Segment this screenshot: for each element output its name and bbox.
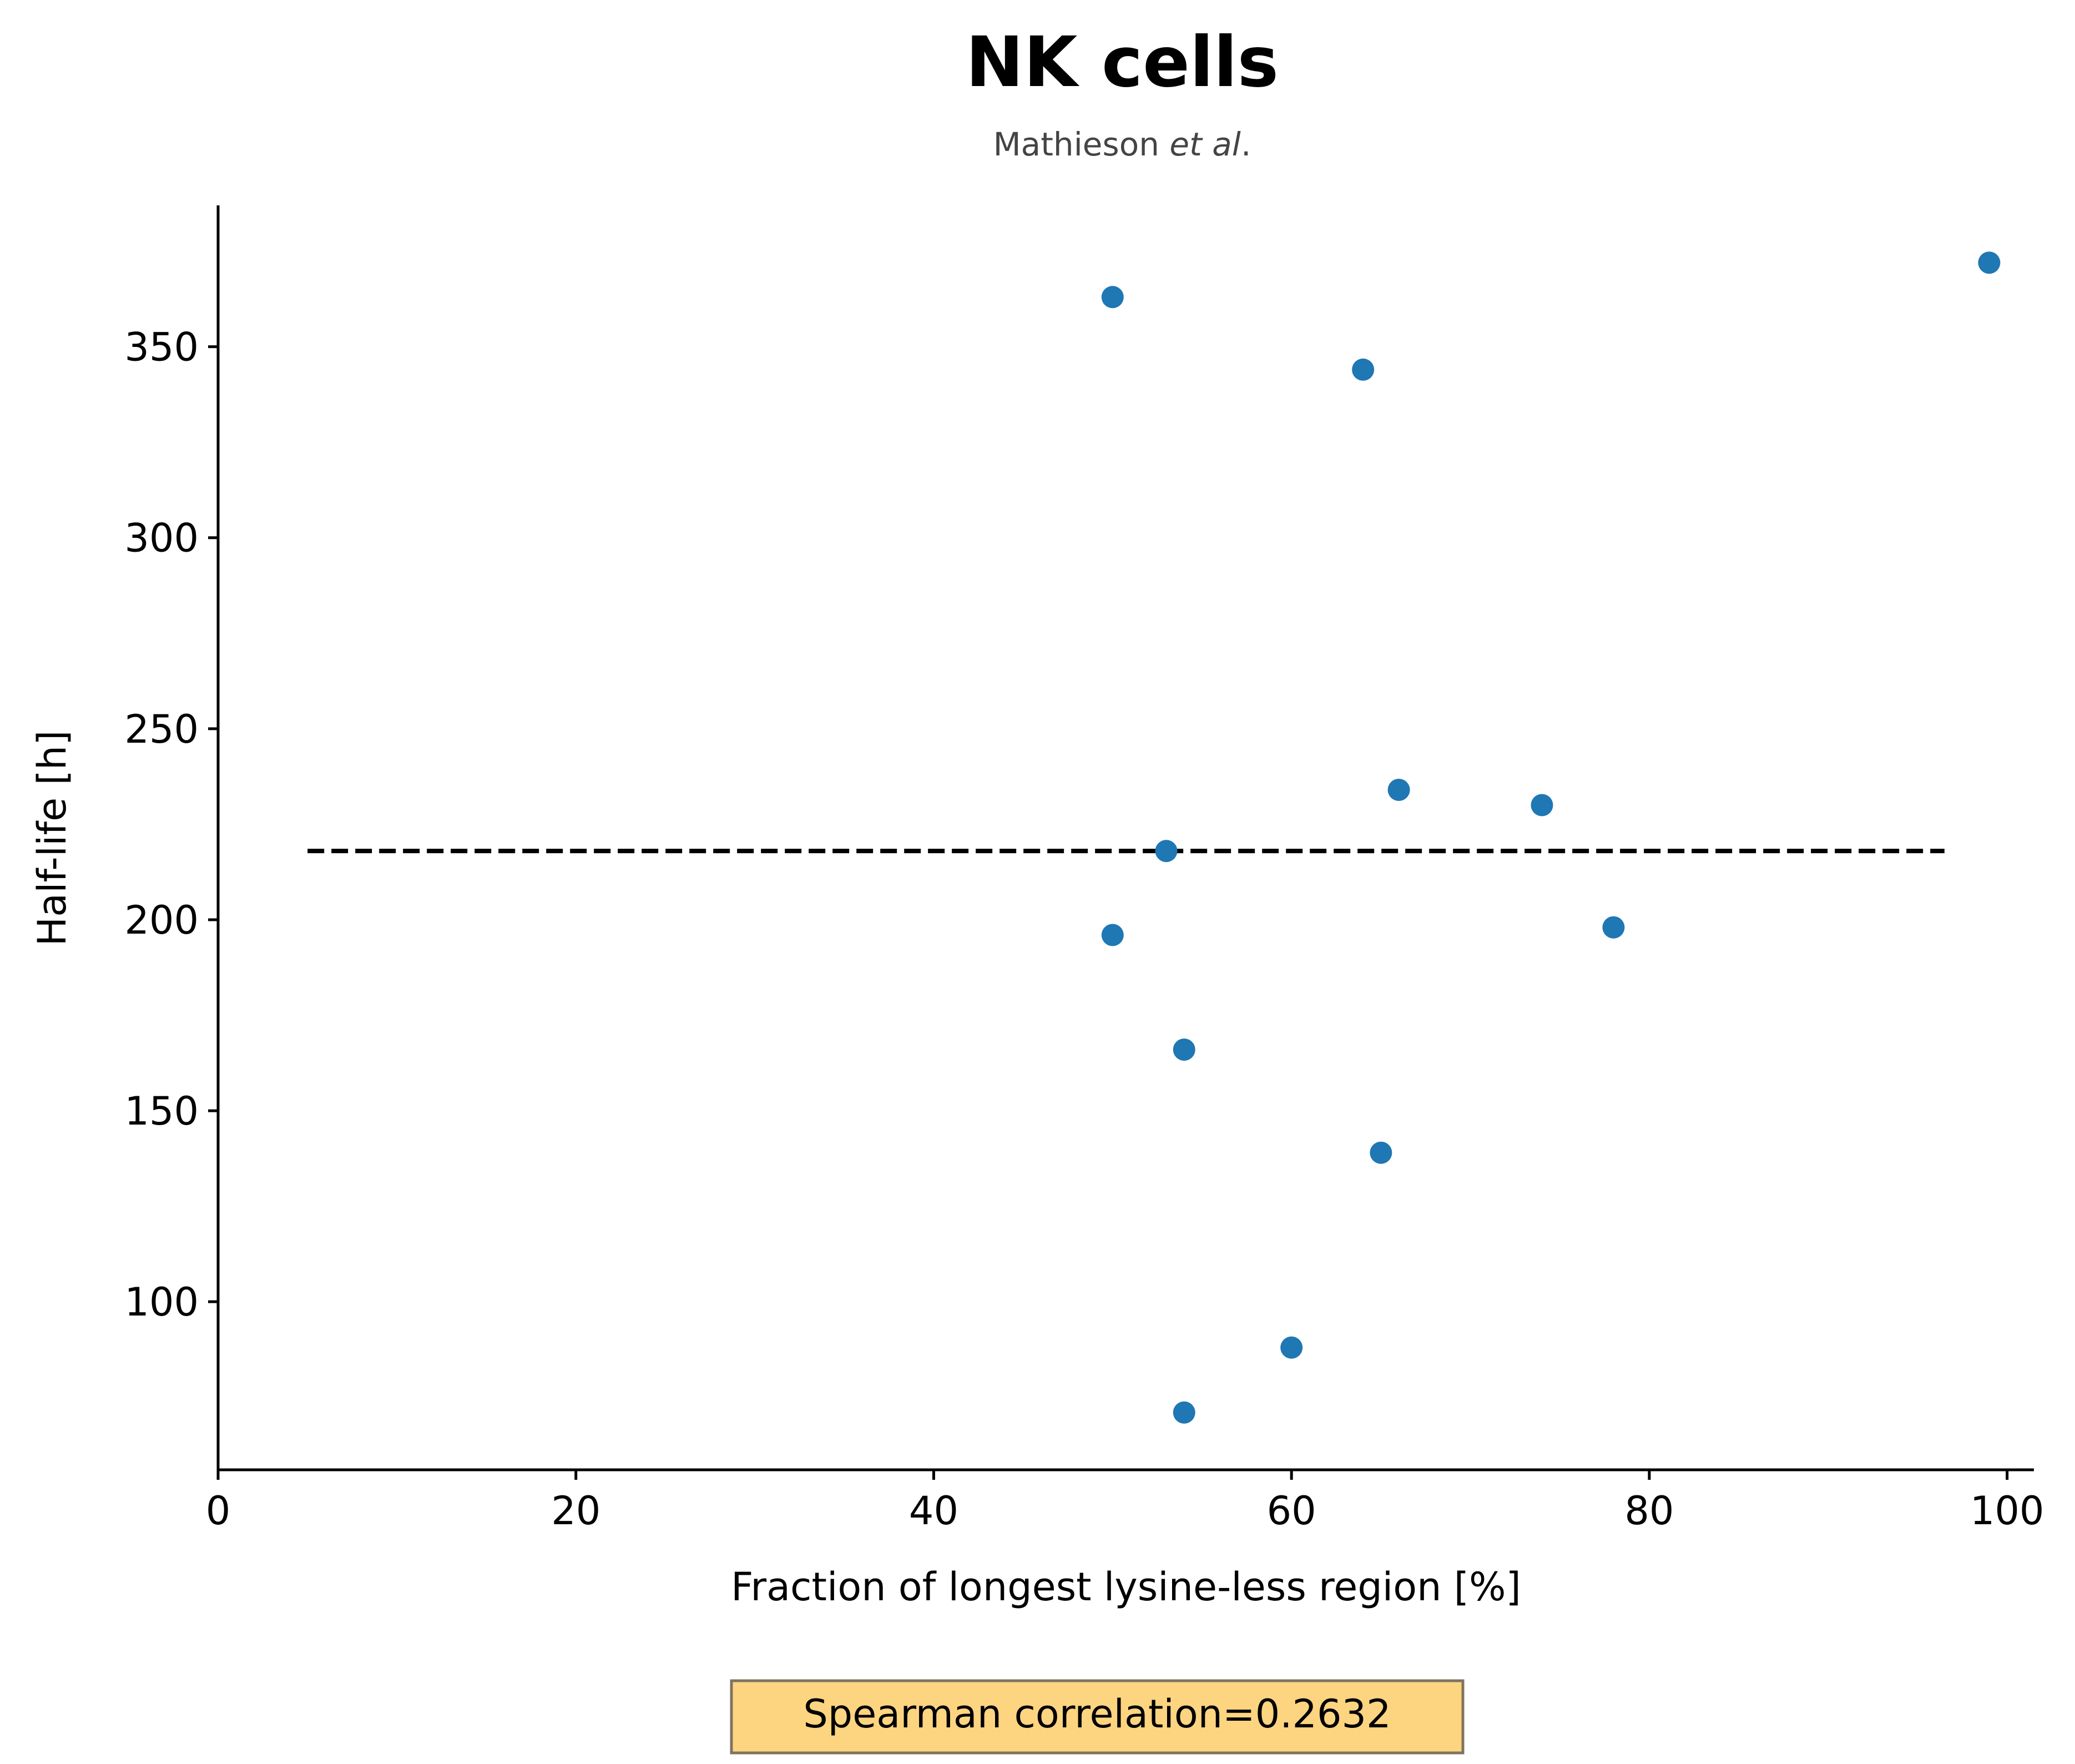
annotation-text: Spearman correlation=0.2632 xyxy=(803,1691,1391,1737)
data-point-12 xyxy=(1173,1401,1195,1424)
x-tick-label-80: 80 xyxy=(1624,1488,1674,1534)
y-tick-label-250: 250 xyxy=(124,707,199,752)
y-tick-label-200: 200 xyxy=(124,898,199,943)
data-point-9 xyxy=(1173,1038,1195,1061)
data-point-3 xyxy=(1352,358,1375,381)
data-point-7 xyxy=(1101,924,1124,946)
subtitle-italic: et al xyxy=(1169,125,1241,163)
plot-area xyxy=(307,251,2001,1424)
data-point-11 xyxy=(1280,1336,1303,1359)
subtitle-text: Mathieson xyxy=(993,125,1170,163)
annotation-box xyxy=(730,1679,1465,1755)
x-tick-label-40: 40 xyxy=(909,1488,958,1534)
y-tick-label-300: 300 xyxy=(124,516,199,561)
chart-subtitle: Mathieson et al. xyxy=(993,125,1251,163)
data-point-6 xyxy=(1155,840,1178,863)
y-axis-label: Half-life [h] xyxy=(29,730,75,946)
chart-title: NK cells xyxy=(966,22,1279,103)
data-point-8 xyxy=(1602,916,1625,939)
subtitle-end: . xyxy=(1241,125,1251,163)
x-tick-label-60: 60 xyxy=(1267,1488,1316,1534)
y-tick-label-350: 350 xyxy=(124,325,199,370)
x-axis-label: Fraction of longest lysine-less region [… xyxy=(731,1564,1521,1610)
y-tick-label-100: 100 xyxy=(124,1279,199,1325)
data-point-4 xyxy=(1387,778,1410,801)
data-point-2 xyxy=(1978,251,2001,274)
x-tick-label-20: 20 xyxy=(551,1488,600,1534)
y-tick-label-150: 150 xyxy=(124,1088,199,1134)
data-point-1 xyxy=(1101,286,1124,309)
x-ticks: 0 20 40 60 80 100 xyxy=(206,1470,2044,1534)
data-point-10 xyxy=(1370,1141,1392,1164)
x-tick-label-0: 0 xyxy=(206,1488,231,1534)
y-ticks: 100 150 200 250 300 350 xyxy=(124,325,218,1325)
data-point-5 xyxy=(1531,794,1553,817)
x-tick-label-100: 100 xyxy=(1970,1488,2044,1534)
